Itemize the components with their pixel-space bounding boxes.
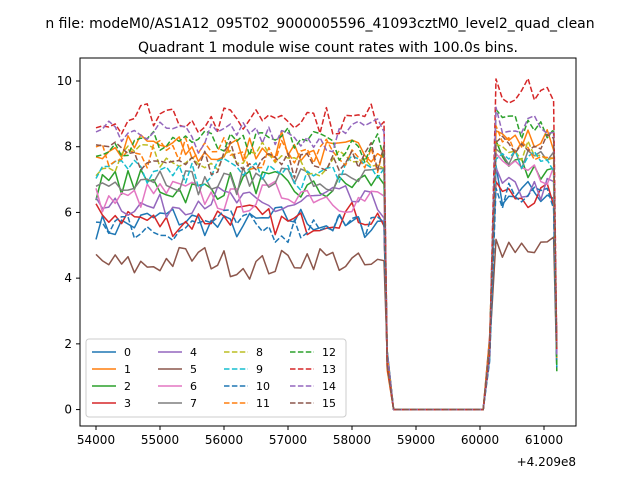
y-tick-label: 10 bbox=[57, 74, 72, 88]
y-tick-label: 0 bbox=[64, 403, 72, 417]
legend-label-6: 6 bbox=[190, 380, 197, 393]
axes-layer: 54000 55000 56000 57000 58000 59000 60000 61000… bbox=[57, 74, 563, 447]
series-layer bbox=[95, 77, 558, 411]
legend-label-14: 14 bbox=[322, 380, 336, 393]
chart-title: Quadrant 1 module wise count rates with … bbox=[138, 40, 518, 56]
x-tick-label: 58000 bbox=[333, 433, 371, 447]
x-tick-label: 56000 bbox=[205, 433, 243, 447]
legend-label-5: 5 bbox=[190, 363, 197, 376]
series-line-14 bbox=[95, 106, 558, 411]
series-line-15 bbox=[95, 133, 558, 411]
x-tick-label: 61000 bbox=[525, 433, 563, 447]
legend-label-1: 1 bbox=[124, 363, 131, 376]
series-line-13 bbox=[95, 77, 558, 411]
x-tick-label: 60000 bbox=[461, 433, 499, 447]
y-tick-label: 4 bbox=[64, 271, 72, 285]
x-tick-label: 54000 bbox=[77, 433, 115, 447]
legend-label-10: 10 bbox=[256, 380, 270, 393]
plot-frame bbox=[79, 57, 577, 427]
y-tick-label: 8 bbox=[64, 140, 72, 154]
legend-label-12: 12 bbox=[322, 346, 336, 359]
legend-box bbox=[85, 338, 347, 418]
legend-label-15: 15 bbox=[322, 397, 336, 410]
x-tick-label: 59000 bbox=[397, 433, 435, 447]
legend-label-7: 7 bbox=[190, 397, 197, 410]
legend-label-8: 8 bbox=[256, 346, 263, 359]
series-line-12 bbox=[95, 108, 558, 411]
y-tick-label: 2 bbox=[64, 337, 72, 351]
x-tick-label: 55000 bbox=[141, 433, 179, 447]
legend-label-11: 11 bbox=[256, 397, 270, 410]
legend-label-4: 4 bbox=[190, 346, 197, 359]
legend-label-2: 2 bbox=[124, 380, 131, 393]
chart-suptitle: n file: modeM0/AS1A12_095T02_9000005596_… bbox=[45, 16, 594, 32]
x-offset-label: +4.209e8 bbox=[517, 455, 576, 469]
legend-label-13: 13 bbox=[322, 363, 336, 376]
legend-label-0: 0 bbox=[124, 346, 131, 359]
legend-label-3: 3 bbox=[124, 397, 131, 410]
legend-label-9: 9 bbox=[256, 363, 263, 376]
y-tick-label: 6 bbox=[64, 205, 72, 219]
x-tick-label: 57000 bbox=[269, 433, 307, 447]
